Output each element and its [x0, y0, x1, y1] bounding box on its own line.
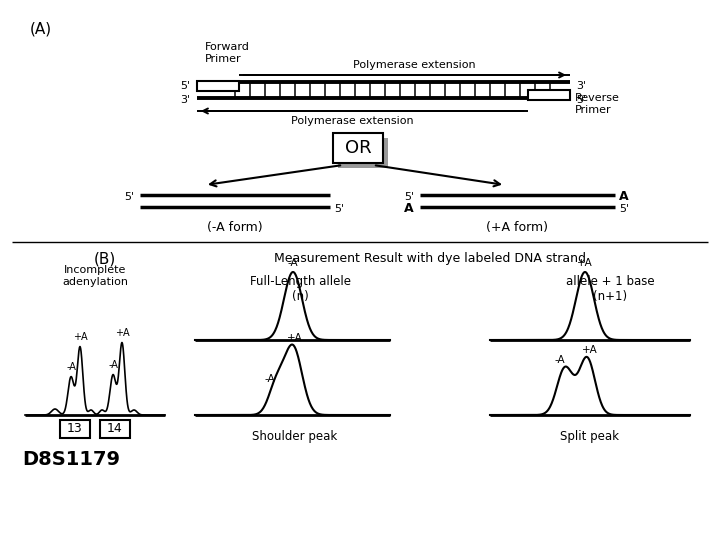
- Text: 5': 5': [124, 192, 134, 202]
- Text: 5': 5': [619, 204, 629, 214]
- Text: 5': 5': [576, 95, 586, 105]
- Bar: [528, 90, 570, 100]
- Text: A: A: [619, 191, 629, 204]
- Text: D8S1179: D8S1179: [22, 450, 120, 469]
- Text: allele + 1 base
(n+1): allele + 1 base (n+1): [566, 275, 654, 303]
- Text: 5': 5': [180, 81, 190, 91]
- Text: Full-Length allele
(n): Full-Length allele (n): [250, 275, 351, 303]
- Text: 13: 13: [67, 422, 83, 435]
- Text: Forward
Primer: Forward Primer: [205, 43, 250, 64]
- Text: -A: -A: [554, 355, 565, 365]
- Text: Split peak: Split peak: [560, 430, 619, 443]
- Text: 14: 14: [107, 422, 123, 435]
- Bar: [333, 133, 383, 163]
- Text: Polymerase extension: Polymerase extension: [291, 116, 414, 126]
- Text: +A: +A: [577, 258, 593, 268]
- Text: (A): (A): [30, 22, 52, 37]
- Text: 5': 5': [334, 204, 344, 214]
- Text: Measurement Result with dye labeled DNA strand: Measurement Result with dye labeled DNA …: [274, 252, 586, 265]
- Text: +A: +A: [287, 333, 303, 343]
- Text: (B): (B): [94, 252, 116, 267]
- Text: OR: OR: [345, 139, 372, 157]
- Text: (+A form): (+A form): [487, 221, 549, 234]
- Text: -A: -A: [288, 258, 298, 268]
- Text: +A: +A: [73, 332, 87, 342]
- Text: 3': 3': [576, 81, 586, 91]
- Text: A: A: [405, 202, 414, 215]
- Text: 3': 3': [180, 95, 190, 105]
- Text: Reverse
Primer: Reverse Primer: [575, 93, 620, 114]
- Text: 5': 5': [404, 192, 414, 202]
- Bar: [338, 138, 388, 168]
- Text: +A: +A: [582, 345, 598, 355]
- Text: Polymerase extension: Polymerase extension: [354, 60, 476, 70]
- Text: (-A form): (-A form): [207, 221, 263, 234]
- Text: -A: -A: [265, 374, 275, 384]
- Text: -A: -A: [66, 362, 76, 372]
- Text: Incomplete
adenylation: Incomplete adenylation: [62, 265, 128, 287]
- Text: Shoulder peak: Shoulder peak: [253, 430, 338, 443]
- Bar: [60, 420, 90, 438]
- Text: +A: +A: [114, 328, 130, 338]
- Text: -A: -A: [108, 360, 118, 370]
- Bar: [100, 420, 130, 438]
- Bar: [197, 81, 239, 91]
